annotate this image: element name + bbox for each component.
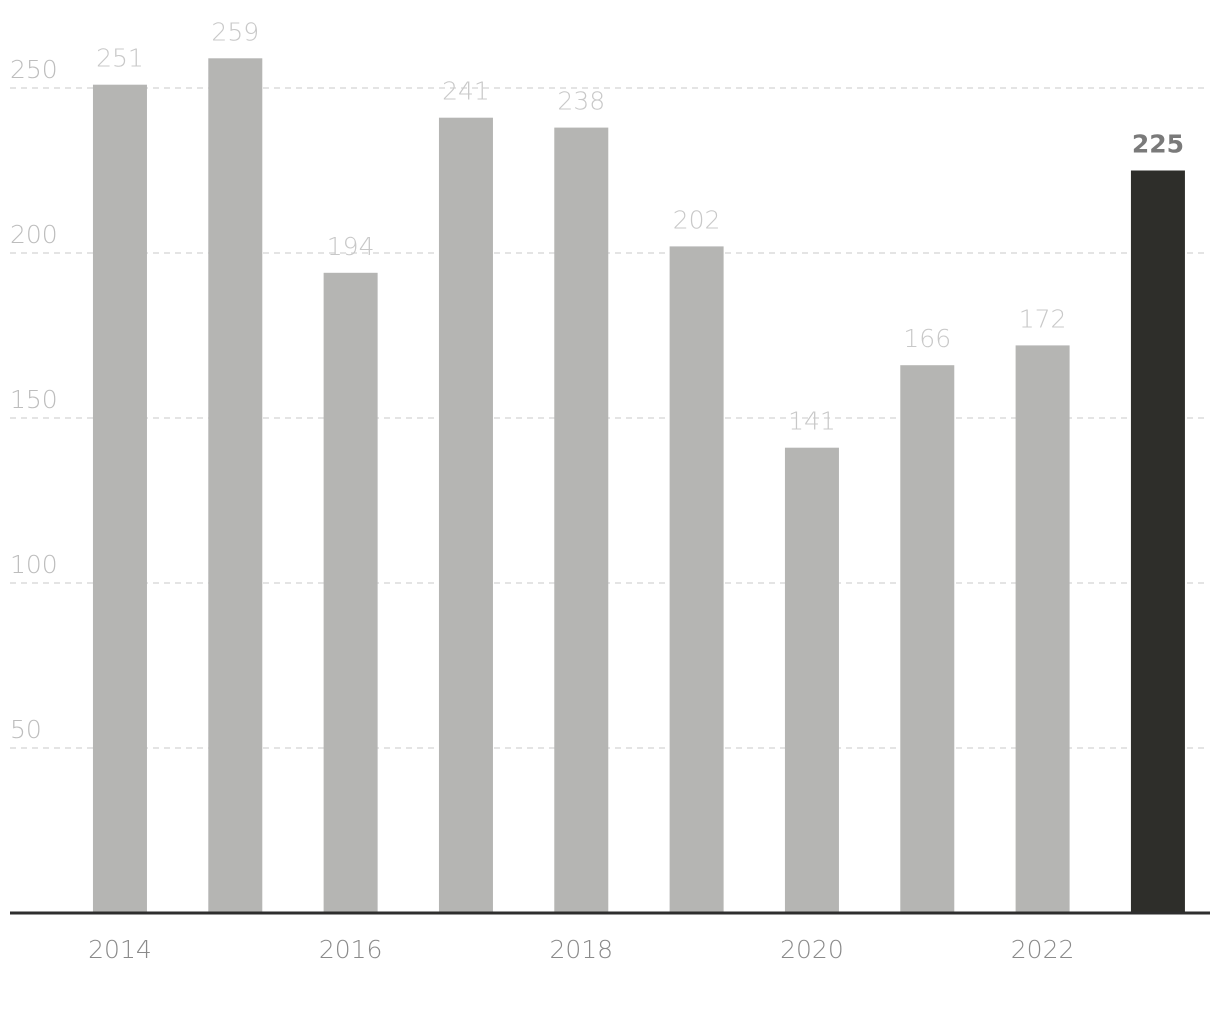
value-label: 141 <box>788 407 836 436</box>
y-tick-label: 150 <box>10 385 58 414</box>
bar <box>92 84 147 913</box>
y-tick-label: 200 <box>10 220 58 249</box>
y-tick-label: 250 <box>10 55 58 84</box>
value-label: 172 <box>1019 304 1067 333</box>
x-tick-label: 2014 <box>88 935 152 964</box>
value-label: 251 <box>96 44 144 73</box>
value-label: 238 <box>557 87 605 116</box>
y-tick-label: 50 <box>10 715 42 744</box>
bar <box>438 117 493 913</box>
value-label: 194 <box>327 232 375 261</box>
bar <box>784 447 839 913</box>
x-tick-label: 2018 <box>549 935 613 964</box>
bar <box>669 246 724 913</box>
x-tick-label: 2022 <box>1011 935 1075 964</box>
bar <box>323 272 378 913</box>
bar <box>1130 170 1185 913</box>
x-tick-label: 2020 <box>780 935 844 964</box>
value-label: 259 <box>211 17 259 46</box>
bar <box>1015 345 1070 913</box>
bar <box>554 127 609 914</box>
value-label: 241 <box>442 77 490 106</box>
value-label: 225 <box>1132 130 1184 159</box>
bar <box>900 365 955 913</box>
y-tick-label: 100 <box>10 550 58 579</box>
bar <box>208 58 263 914</box>
value-label: 202 <box>673 205 721 234</box>
x-tick-label: 2016 <box>319 935 383 964</box>
value-label: 166 <box>903 324 951 353</box>
